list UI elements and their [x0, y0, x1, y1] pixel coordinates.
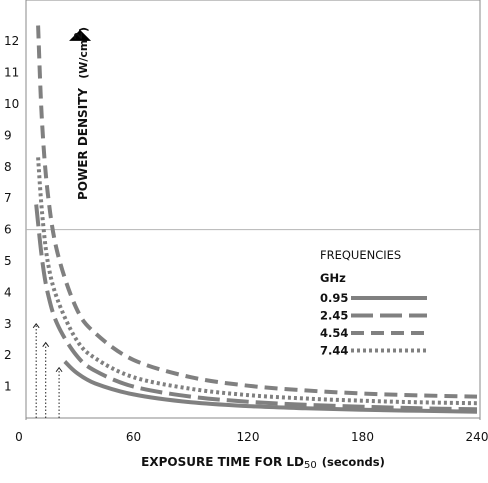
x-tick-label: 60: [126, 430, 141, 444]
x-axis-title-sub: 50: [304, 460, 317, 471]
legend-label-0-95: 0.95: [320, 291, 348, 305]
y-axis-title: POWER DENSITY (W/cm2): [72, 27, 90, 200]
legend-items: 0.95 2.45 4.54 7.44: [320, 291, 427, 358]
series-lines: [34, 25, 478, 414]
x-tick-label: 180: [351, 430, 374, 444]
threshold-marker-arrowhead: [32, 322, 40, 329]
y-tick-label: 11: [4, 66, 19, 80]
y-axis-title-sup: 2: [72, 32, 85, 40]
threshold-marker-arrowhead: [42, 341, 50, 347]
x-axis-title-main: EXPOSURE TIME FOR LD: [141, 455, 304, 469]
series-line-2-45: [34, 204, 478, 412]
y-tick-label: 3: [4, 317, 12, 331]
y-tick-label: 7: [4, 191, 12, 205]
legend-label-4-54: 4.54: [320, 326, 348, 340]
threshold-marker-arrowhead: [55, 366, 63, 373]
legend: FREQUENCIES GHz 0.95 2.45 4.54 7.44: [320, 248, 427, 358]
y-tick-label: 1: [4, 380, 12, 394]
y-axis-title-main: POWER DENSITY: [76, 88, 90, 200]
y-tick-label: 8: [4, 160, 12, 174]
y-tick-label: 12: [4, 34, 19, 48]
x-axis-title: EXPOSURE TIME FOR LD50 (seconds): [141, 455, 385, 471]
y-tick-label: 10: [4, 97, 19, 111]
legend-label-7-44: 7.44: [320, 344, 348, 358]
y-tick-label: 6: [4, 223, 12, 237]
y-tick-label: 5: [4, 254, 12, 268]
x-tick-label: 120: [237, 430, 260, 444]
series-line-4-54: [36, 25, 478, 399]
y-axis-title-close: ): [77, 27, 90, 32]
threshold-markers: [32, 322, 63, 418]
x-tick-label: 0: [15, 430, 23, 444]
y-tick-label: 2: [4, 348, 12, 362]
y-tick-label: 4: [4, 285, 12, 299]
x-axis-title-units: (seconds): [322, 455, 385, 469]
x-tick-labels: 0 60 120 180 240: [15, 430, 488, 444]
legend-title: FREQUENCIES: [320, 248, 401, 262]
legend-unit-header: GHz: [320, 271, 346, 285]
series-line-7-44: [36, 157, 478, 406]
series-line-0-95: [63, 360, 478, 414]
y-tick-label: 9: [4, 128, 12, 142]
y-axis-arrow-marker: [69, 29, 92, 41]
legend-label-2-45: 2.45: [320, 309, 348, 323]
y-axis-title-units: (W/cm: [77, 40, 90, 79]
x-tick-label: 240: [466, 430, 488, 444]
